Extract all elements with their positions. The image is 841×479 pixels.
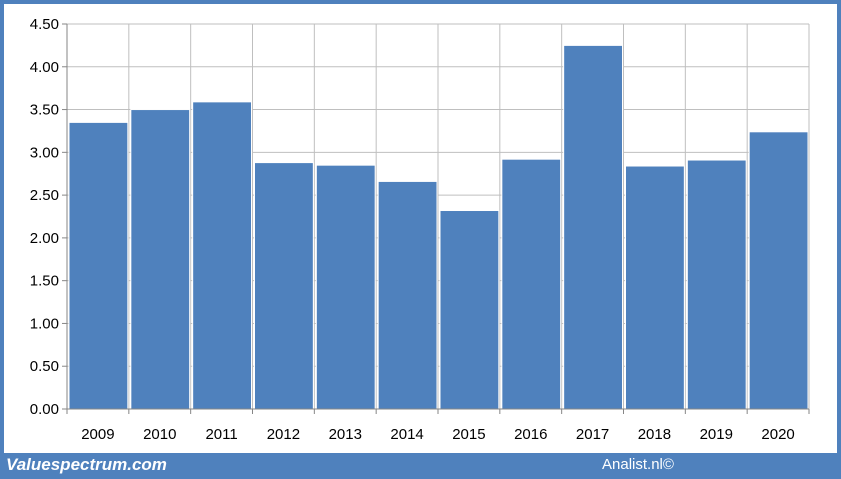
x-tick-label: 2016 (514, 426, 547, 443)
bar-2012 (254, 162, 314, 410)
x-tick-label: 2013 (329, 426, 362, 443)
x-tick-label: 2012 (267, 426, 300, 443)
x-tick-label: 2009 (81, 426, 114, 443)
footer-source-label: Valuespectrum.com (6, 455, 167, 474)
x-tick-label: 2020 (761, 426, 794, 443)
y-tick-label: 4.00 (30, 59, 59, 76)
chart-panel: 0.00 0.50 1.00 1.50 2.00 2.50 3.00 3.50 4.00 4.50… (4, 4, 837, 453)
y-tick-label: 1.00 (30, 315, 59, 332)
x-tick-label: 2019 (700, 426, 733, 443)
x-tick-label: 2010 (143, 426, 176, 443)
bar-2016 (501, 158, 562, 410)
y-tick-label: 2.00 (30, 230, 59, 247)
x-tick-label: 2015 (452, 426, 485, 443)
bar-chart: 0.00 0.50 1.00 1.50 2.00 2.50 3.00 3.50 4.00 4.50… (30, 16, 810, 443)
bar-2017 (563, 44, 624, 410)
bar-2015 (439, 210, 500, 410)
x-tick-label: 2017 (576, 426, 609, 443)
y-tick-label: 4.50 (30, 16, 59, 33)
bar-2011 (192, 101, 253, 410)
bar-2013 (315, 164, 376, 410)
x-tick-label: 2018 (638, 426, 671, 443)
y-tick-label: 3.00 (30, 144, 59, 161)
y-tick-label: 0.50 (30, 358, 59, 375)
y-tick-label: 3.50 (30, 102, 59, 119)
bar-2019 (686, 159, 747, 410)
bar-2020 (748, 131, 809, 410)
y-tick-label: 2.50 (30, 187, 59, 204)
bar-2018 (625, 165, 685, 410)
x-tick-label: 2014 (390, 426, 423, 443)
x-tick-label: 2011 (205, 426, 237, 443)
bar-2014 (377, 180, 438, 410)
bar-2010 (130, 109, 191, 410)
y-tick-label: 1.50 (30, 273, 59, 290)
footer-credit-label: Analist.nl© (602, 456, 674, 473)
y-tick-label: 0.00 (30, 401, 59, 418)
bar-2009 (68, 121, 129, 410)
